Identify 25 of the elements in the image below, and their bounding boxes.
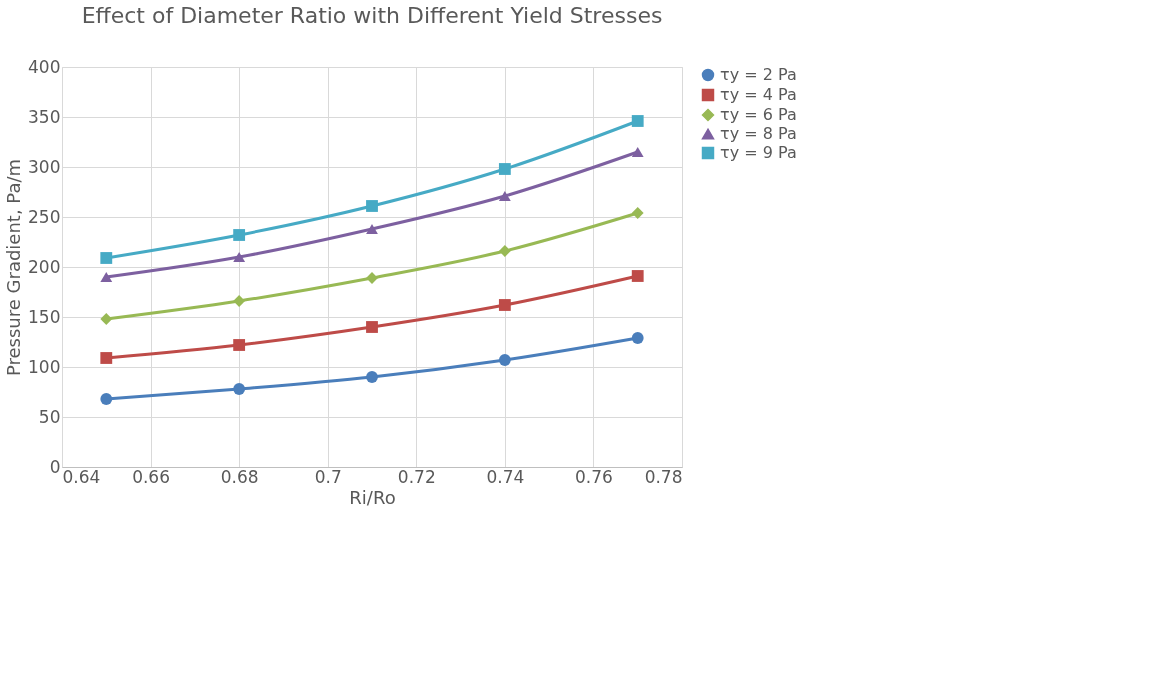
- x-tick-label: 0.66: [132, 466, 170, 487]
- y-tick-label: 300: [28, 156, 61, 177]
- x-tick-label: 0.7: [314, 466, 342, 487]
- y-tick-label: 250: [28, 206, 61, 227]
- y-tick-label: 200: [28, 256, 61, 277]
- x-tick-label: 0.64: [62, 466, 101, 487]
- x-tick-label: 0.72: [397, 466, 436, 487]
- x-tick-label: 0.78: [644, 466, 683, 487]
- legend-label: τy = 9 Pa: [720, 143, 797, 162]
- y-tick-label: 0: [49, 456, 61, 477]
- legend-label: τy = 4 Pa: [720, 85, 797, 104]
- legend-label: τy = 8 Pa: [720, 124, 797, 143]
- y-tick-label: 350: [28, 106, 61, 127]
- y-tick-label: 100: [28, 356, 61, 377]
- x-tick-label: 0.76: [575, 466, 613, 487]
- y-tick-label: 150: [28, 306, 61, 327]
- legend-label: τy = 2 Pa: [720, 65, 797, 84]
- x-axis-title: Ri/Ro: [349, 486, 396, 508]
- chart-title: Effect of Diameter Ratio with Different Yield Stresses: [81, 3, 663, 28]
- legend-label: τy = 6 Pa: [720, 105, 797, 124]
- y-tick-label: 50: [38, 406, 61, 427]
- y-axis-title: Pressure Gradient, Pa/m: [3, 158, 25, 377]
- x-tick-label: 0.68: [220, 466, 259, 487]
- x-tick-label: 0.74: [486, 466, 525, 487]
- y-tick-label: 400: [28, 56, 61, 77]
